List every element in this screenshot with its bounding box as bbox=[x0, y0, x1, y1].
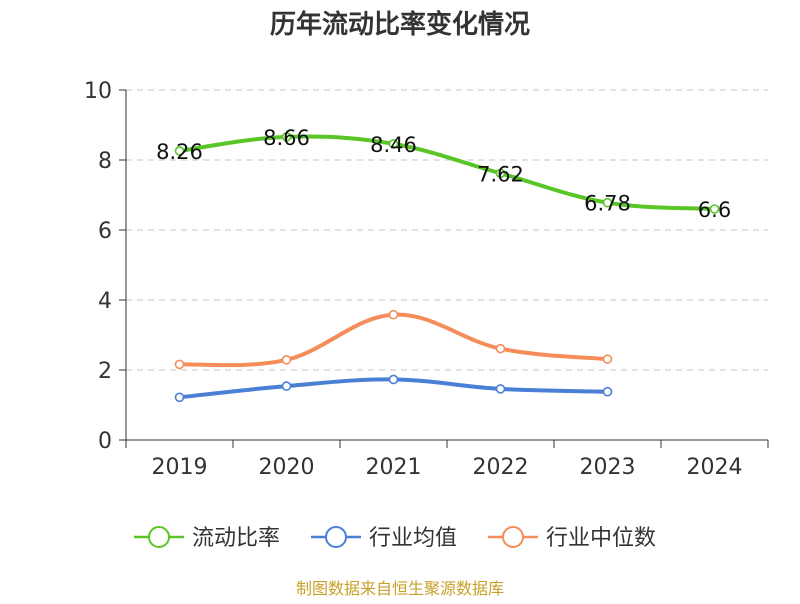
source-note: 制图数据来自恒生聚源数据库 bbox=[296, 579, 504, 598]
series-line-2 bbox=[177, 312, 610, 368]
x-tick-label: 2023 bbox=[580, 455, 636, 480]
legend-item-1[interactable]: 行业均值 bbox=[311, 526, 457, 551]
data-point[interactable] bbox=[281, 381, 292, 391]
legend-item-2[interactable]: 行业中位数 bbox=[488, 526, 656, 551]
legend-item-0[interactable]: 流动比率 bbox=[134, 526, 280, 551]
data-point[interactable] bbox=[281, 355, 292, 365]
legend-label: 流动比率 bbox=[192, 526, 280, 551]
legend-marker bbox=[325, 526, 347, 548]
data-point[interactable] bbox=[174, 392, 185, 403]
x-tick-label: 2019 bbox=[152, 455, 208, 480]
data-label: 6.6 bbox=[698, 198, 731, 222]
data-point[interactable] bbox=[709, 204, 720, 214]
data-point[interactable] bbox=[495, 168, 506, 179]
legend-marker bbox=[502, 526, 524, 548]
legend: 流动比率 行业均值 行业中位数 bbox=[134, 526, 656, 551]
data-point[interactable] bbox=[495, 384, 506, 394]
legend-marker bbox=[148, 526, 170, 548]
x-tick-label: 2024 bbox=[687, 455, 743, 480]
axes: 0 2 4 6 8 10 2019 2020 2021 2022 2023 2024 bbox=[84, 79, 769, 480]
data-point[interactable] bbox=[388, 374, 399, 385]
data-label: 7.62 bbox=[477, 162, 524, 186]
y-tick-label: 8 bbox=[98, 149, 112, 174]
x-tick-label: 2021 bbox=[366, 455, 422, 480]
y-tick-label: 6 bbox=[98, 219, 112, 244]
data-point[interactable] bbox=[388, 139, 399, 149]
y-tick-label: 10 bbox=[84, 79, 112, 104]
data-point[interactable] bbox=[602, 197, 613, 208]
data-point[interactable] bbox=[388, 309, 399, 320]
data-label: 8.26 bbox=[156, 140, 203, 164]
data-point[interactable] bbox=[174, 359, 185, 370]
data-label: 8.66 bbox=[263, 126, 310, 150]
legend-label: 行业均值 bbox=[369, 526, 457, 551]
legend-label: 行业中位数 bbox=[546, 526, 656, 551]
data-point[interactable] bbox=[495, 343, 506, 354]
data-label: 6.78 bbox=[584, 192, 631, 216]
x-tick-label: 2022 bbox=[473, 455, 529, 480]
data-label: 8.46 bbox=[370, 133, 417, 157]
data-point[interactable] bbox=[174, 146, 185, 156]
chart-title: 历年流动比率变化情况 bbox=[270, 9, 530, 40]
y-tick-label: 4 bbox=[98, 289, 112, 314]
grid-lines bbox=[126, 89, 768, 371]
series-line-0 bbox=[177, 134, 717, 211]
data-point[interactable] bbox=[602, 386, 613, 397]
data-labels: 8.26 8.66 8.46 7.62 6.78 6.6 bbox=[156, 126, 731, 222]
data-point[interactable] bbox=[281, 132, 292, 142]
x-tick-label: 2020 bbox=[259, 455, 315, 480]
y-tick-label: 0 bbox=[98, 429, 112, 454]
data-point[interactable] bbox=[602, 354, 613, 364]
series-lines bbox=[174, 132, 720, 403]
y-tick-label: 2 bbox=[98, 359, 112, 384]
